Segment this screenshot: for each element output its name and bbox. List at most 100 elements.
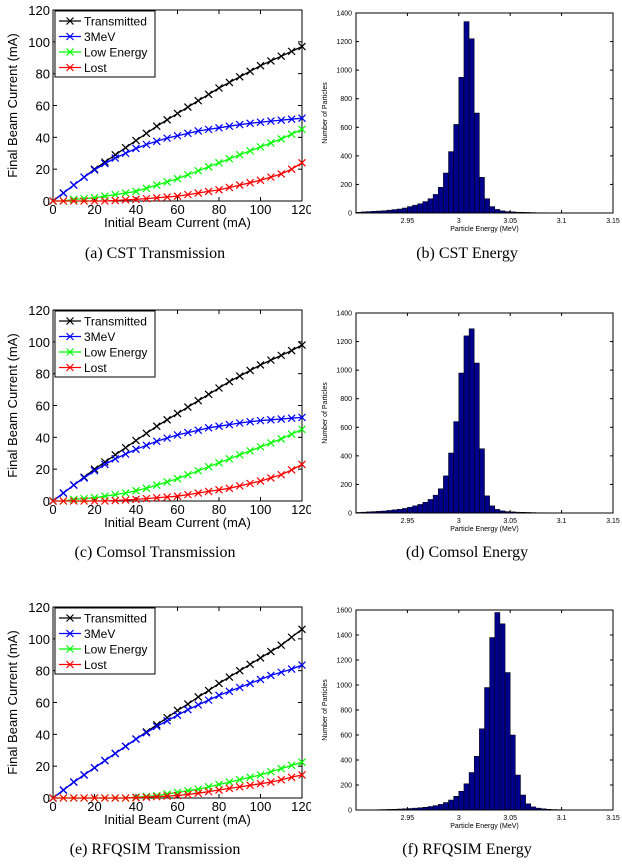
- y-tick-label: 40: [36, 430, 50, 445]
- y-tick-label: 600: [340, 733, 352, 740]
- histogram-bar: [525, 803, 532, 811]
- data-point: [225, 183, 234, 192]
- legend-label: Transmitted: [84, 612, 147, 626]
- histogram-bar: [463, 783, 470, 811]
- data-point: [215, 786, 223, 794]
- histogram-bar: [489, 206, 496, 214]
- data-point: [90, 497, 99, 505]
- data-point: [183, 129, 192, 138]
- x-tick-label: 3.15: [606, 218, 620, 225]
- legend-label: Lost: [84, 658, 107, 672]
- y-tick-label: 40: [36, 727, 50, 742]
- histogram-bar: [443, 802, 449, 811]
- data-point: [256, 176, 265, 185]
- data-point: [111, 154, 120, 162]
- histogram-bar: [412, 505, 418, 514]
- chart-comsol-energy: 2.95 3 3.05 3.1 3.15 0 200 400 600 800 1000 1200 140…: [322, 311, 620, 534]
- histogram-bar: [422, 201, 429, 214]
- data-point: [277, 470, 286, 479]
- data-point: [298, 158, 306, 167]
- data-point: [225, 154, 234, 163]
- data-point: [111, 490, 120, 499]
- y-tick-label: 1200: [336, 39, 352, 46]
- histogram-bar: [432, 494, 439, 514]
- y-tick-label: 1000: [336, 368, 352, 375]
- data-point: [235, 150, 244, 159]
- data-point: [163, 134, 172, 143]
- data-point: [173, 711, 182, 720]
- y-tick-label: 20: [36, 759, 50, 774]
- data-point: [225, 420, 234, 429]
- data-point: [277, 775, 286, 784]
- x-tick-label: 3.1: [557, 218, 567, 225]
- data-point: [266, 138, 275, 147]
- data-point: [215, 185, 223, 194]
- data-point: [235, 181, 244, 190]
- y-tick-label: 200: [340, 182, 352, 189]
- data-point: [277, 116, 286, 125]
- data-point: [111, 794, 120, 802]
- data-point: [246, 479, 255, 488]
- data-point: [204, 487, 213, 496]
- x-tick-label: 60: [170, 799, 184, 814]
- data-point: [152, 722, 161, 731]
- data-point: [277, 435, 286, 443]
- data-point: [121, 443, 130, 452]
- x-tick-label: 0: [49, 502, 56, 517]
- data-point: [90, 794, 99, 802]
- data-point: [235, 683, 244, 692]
- legend-marker: [66, 17, 74, 25]
- y-tick-label: 400: [340, 453, 352, 460]
- data-point: [142, 728, 151, 737]
- data-point: [298, 413, 306, 422]
- histogram-bar: [396, 509, 403, 514]
- y-tick-label: 400: [340, 758, 352, 765]
- y-tick-label: 1200: [336, 339, 352, 346]
- data-point: [215, 422, 223, 431]
- histogram-bar: [432, 194, 439, 214]
- data-point: [90, 465, 99, 474]
- data-point: [121, 450, 130, 458]
- data-point: [80, 197, 89, 205]
- histogram-bar: [402, 508, 408, 514]
- data-point: [132, 735, 140, 744]
- data-point: [256, 416, 265, 425]
- x-tick-label: 3.05: [503, 815, 517, 822]
- data-point: [235, 666, 244, 675]
- data-point: [204, 787, 213, 796]
- data-point: [298, 42, 306, 51]
- data-point: [49, 497, 57, 505]
- x-tick-label: 3: [457, 518, 461, 525]
- data-point: [287, 346, 296, 355]
- data-point: [266, 57, 275, 65]
- x-tick-label: 100: [250, 502, 272, 517]
- data-point: [235, 450, 244, 459]
- data-point: [298, 758, 306, 767]
- x-tick-label: 20: [87, 202, 101, 217]
- histogram-bar: [448, 799, 454, 811]
- data-point: [287, 430, 296, 439]
- data-point: [277, 641, 286, 650]
- data-point: [246, 781, 255, 790]
- histogram-bar: [407, 507, 413, 514]
- histogram-bar: [448, 151, 454, 214]
- legend-marker: [66, 645, 74, 653]
- histogram-bar: [468, 38, 475, 214]
- legend-label: Lost: [84, 361, 107, 375]
- data-point: [287, 47, 296, 56]
- data-point: [152, 437, 161, 446]
- data-point: [80, 473, 89, 482]
- y-tick-label: 1000: [336, 683, 352, 690]
- x-tick-label: 40: [129, 799, 143, 814]
- y-tick-label: 0: [348, 808, 352, 815]
- histogram-bar: [520, 794, 526, 811]
- data-point: [121, 149, 130, 158]
- data-point: [225, 784, 234, 793]
- data-point: [225, 377, 234, 386]
- y-axis-label: Number of Particles: [322, 82, 329, 144]
- data-point: [235, 372, 244, 380]
- y-tick-label: 1000: [336, 68, 352, 75]
- data-point: [59, 786, 68, 794]
- histogram-bar: [437, 187, 444, 214]
- data-point: [132, 486, 140, 495]
